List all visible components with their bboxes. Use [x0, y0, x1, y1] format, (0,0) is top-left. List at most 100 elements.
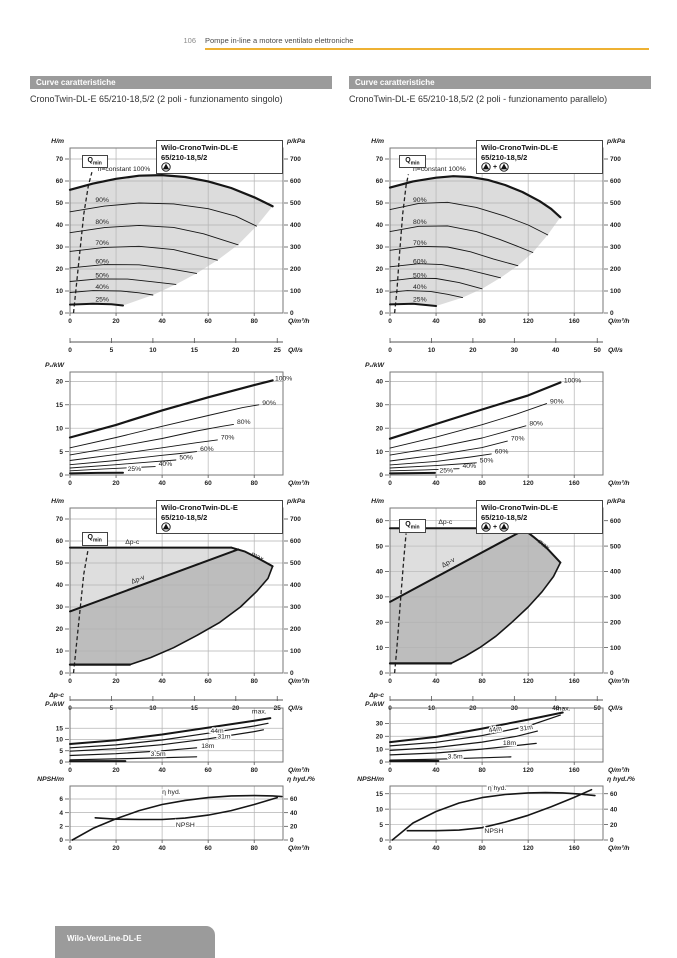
column-header-badge-right: Curve caratteristiche	[349, 76, 651, 89]
svg-text:80: 80	[478, 318, 486, 325]
curve-label: n=constant 100%	[413, 166, 466, 173]
curve	[389, 225, 534, 253]
curve-label: η hyd.	[162, 789, 181, 796]
y-axis-label: H/m	[371, 138, 384, 145]
svg-text:80: 80	[251, 767, 259, 774]
svg-text:40: 40	[376, 379, 384, 386]
svg-text:0: 0	[388, 347, 392, 354]
svg-text:40: 40	[432, 845, 440, 852]
curve-label: 40%	[413, 284, 427, 291]
svg-text:70: 70	[56, 156, 64, 163]
qmin-label: Q	[405, 156, 411, 164]
y-axis-label: NPSH/m	[37, 776, 64, 783]
curve-label: 44m	[488, 725, 503, 734]
curve	[389, 711, 564, 744]
svg-text:700: 700	[290, 516, 301, 523]
x-axis-label: Q/m³/h	[288, 767, 310, 774]
svg-text:400: 400	[290, 222, 301, 229]
svg-text:15: 15	[376, 791, 384, 798]
curve-label: 3.5m	[448, 754, 463, 761]
curve	[129, 565, 274, 666]
svg-text:0: 0	[610, 310, 614, 317]
curve	[389, 453, 492, 466]
pump-icon	[481, 162, 491, 172]
svg-text:300: 300	[610, 594, 621, 601]
chart-title-line: Wilo-CronoTwin-DL-E	[481, 503, 558, 512]
svg-text:50: 50	[376, 200, 384, 207]
svg-text:30: 30	[56, 604, 64, 611]
qmin-box: Qmin	[81, 154, 108, 168]
curve-label: 50%	[413, 272, 427, 279]
svg-text:30: 30	[376, 402, 384, 409]
curve	[69, 466, 156, 472]
curve-label: 25%	[95, 296, 109, 303]
curve-label: 44m	[210, 728, 224, 735]
svg-text:0: 0	[68, 678, 72, 685]
svg-text:70: 70	[376, 156, 384, 163]
svg-text:20: 20	[469, 347, 477, 354]
curve-label: 40%	[159, 461, 173, 468]
curve-label: 60%	[413, 259, 427, 266]
svg-text:40: 40	[158, 767, 166, 774]
curve	[69, 264, 198, 274]
plus-sign: +	[493, 523, 498, 531]
y2-axis-label: η hyd./%	[287, 776, 315, 783]
svg-text:0: 0	[388, 845, 392, 852]
curve-label: 80%	[237, 419, 251, 426]
svg-text:80: 80	[478, 845, 486, 852]
x-axis-label: Q/m³/h	[608, 318, 630, 325]
curve-label: max.	[556, 706, 571, 713]
svg-text:0: 0	[68, 480, 72, 487]
curve-label: 31m	[519, 724, 534, 733]
svg-text:40: 40	[610, 806, 618, 813]
curve	[389, 468, 460, 472]
curve	[389, 245, 519, 267]
svg-text:10: 10	[376, 288, 384, 295]
svg-text:0: 0	[379, 837, 383, 844]
svg-text:300: 300	[290, 604, 301, 611]
svg-text:10: 10	[376, 746, 384, 753]
chart-l3: 0 20 40 60 80 Q/m³/h010203040506070H/m0100200…	[51, 498, 309, 712]
pump-icon	[499, 522, 509, 532]
svg-text:5: 5	[59, 449, 63, 456]
svg-text:30: 30	[56, 244, 64, 251]
svg-text:300: 300	[610, 244, 621, 251]
qmin-subscript: min	[410, 159, 420, 166]
svg-text:20: 20	[376, 425, 384, 432]
y2-axis-label: p/kPa	[286, 138, 305, 145]
svg-text:10: 10	[56, 648, 64, 655]
svg-text:30: 30	[376, 721, 384, 728]
svg-text:160: 160	[569, 845, 580, 852]
svg-text:40: 40	[158, 480, 166, 487]
svg-text:120: 120	[523, 678, 534, 685]
svg-text:20: 20	[112, 480, 120, 487]
curve	[69, 439, 218, 461]
svg-text:30: 30	[376, 244, 384, 251]
curve	[69, 290, 154, 296]
svg-text:160: 160	[569, 318, 580, 325]
page-number: 106	[183, 36, 196, 45]
svg-text:10: 10	[56, 425, 64, 432]
svg-text:0: 0	[68, 845, 72, 852]
svg-text:6: 6	[59, 796, 63, 803]
curve-label: Δp-v	[130, 574, 146, 586]
svg-text:600: 600	[290, 538, 301, 545]
svg-text:20: 20	[232, 347, 240, 354]
svg-text:60: 60	[376, 178, 384, 185]
x2-axis-label: Q/l/s	[608, 705, 623, 712]
svg-text:20: 20	[376, 619, 384, 626]
svg-text:0: 0	[388, 678, 392, 685]
curve	[389, 756, 512, 761]
svg-text:40: 40	[290, 810, 298, 817]
footer-badge: Wilo-VeroLine-DL-E	[55, 926, 215, 958]
svg-text:100: 100	[610, 288, 621, 295]
svg-text:40: 40	[552, 347, 560, 354]
qmin-limit-line	[393, 533, 407, 674]
svg-text:60: 60	[290, 796, 298, 803]
svg-text:500: 500	[610, 543, 621, 550]
header-underline	[205, 48, 649, 50]
curve-label: 70%	[413, 240, 427, 247]
chart-l1: 0 20 40 60 80 Q/m³/h010203040506070H/m0100200…	[51, 138, 309, 354]
svg-text:70: 70	[56, 516, 64, 523]
